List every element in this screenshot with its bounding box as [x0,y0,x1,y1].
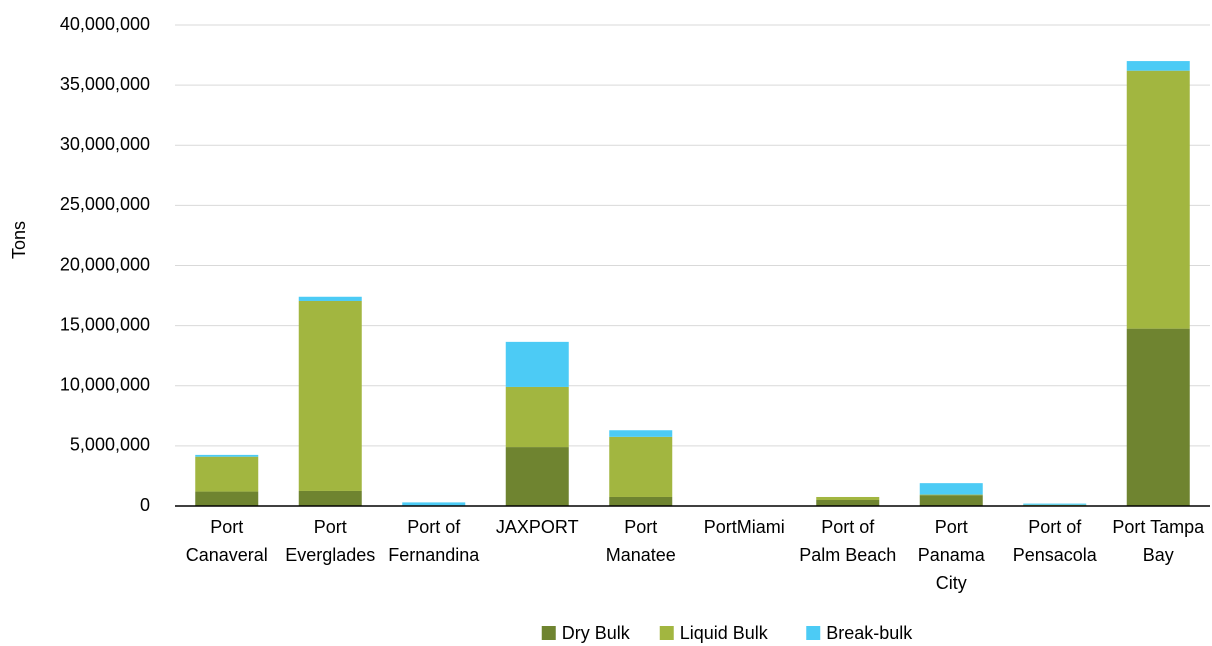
y-tick-label: 20,000,000 [60,254,150,274]
y-tick-label: 30,000,000 [60,134,150,154]
bar-segment [1023,504,1087,506]
bar-segment [919,495,983,506]
bar-segment [1126,70,1190,329]
x-tick-label: Pensacola [1013,545,1098,565]
x-tick-label: City [936,573,967,593]
bar-segment [505,341,569,387]
y-tick-label: 35,000,000 [60,74,150,94]
bar-segment [609,436,673,497]
x-tick-label: Everglades [285,545,375,565]
bar-segment [816,496,880,500]
legend-swatch [659,626,674,640]
bar-segment [816,499,880,506]
bar-segment [195,491,259,506]
y-tick-label: 25,000,000 [60,194,150,214]
bar-segment [298,490,362,506]
bar-segment [1126,61,1190,71]
bar-segment [298,300,362,491]
x-tick-label: Port of [407,517,461,537]
x-tick-label: Bay [1143,545,1174,565]
x-tick-label: Canaveral [186,545,268,565]
y-tick-label: 15,000,000 [60,314,150,334]
y-tick-label: 40,000,000 [60,14,150,34]
bar-segment [609,430,673,437]
bar-segment [919,483,983,495]
x-tick-label: JAXPORT [496,517,579,537]
x-tick-label: PortMiami [704,517,785,537]
x-tick-label: Port [210,517,243,537]
x-tick-label: Port of [821,517,875,537]
bar-segment [298,296,362,301]
x-tick-label: Palm Beach [799,545,896,565]
bar-segment [195,456,259,492]
legend-swatch [806,626,821,640]
x-tick-label: Panama [918,545,986,565]
legend-label: Dry Bulk [562,623,631,643]
y-axis-title: Tons [9,221,29,259]
bar-segment [1126,328,1190,506]
y-tick-label: 10,000,000 [60,375,150,395]
bar-segment [402,502,466,506]
bar-segment [609,496,673,506]
x-tick-label: Port of [1028,517,1082,537]
bar-segment [919,494,983,496]
x-tick-label: Port [624,517,657,537]
bar-segment [505,447,569,506]
legend-swatch [541,626,556,640]
y-tick-label: 0 [140,495,150,515]
x-tick-label: Fernandina [388,545,480,565]
x-tick-label: Port [314,517,347,537]
legend-label: Liquid Bulk [680,623,769,643]
x-tick-label: Port Tampa [1112,517,1205,537]
bar-segment [1023,503,1087,505]
bar-segment [505,386,569,448]
x-tick-label: Port [935,517,968,537]
bar-segment [195,454,259,457]
y-tick-label: 5,000,000 [70,435,150,455]
legend-label: Break-bulk [826,623,913,643]
x-tick-label: Manatee [606,545,676,565]
